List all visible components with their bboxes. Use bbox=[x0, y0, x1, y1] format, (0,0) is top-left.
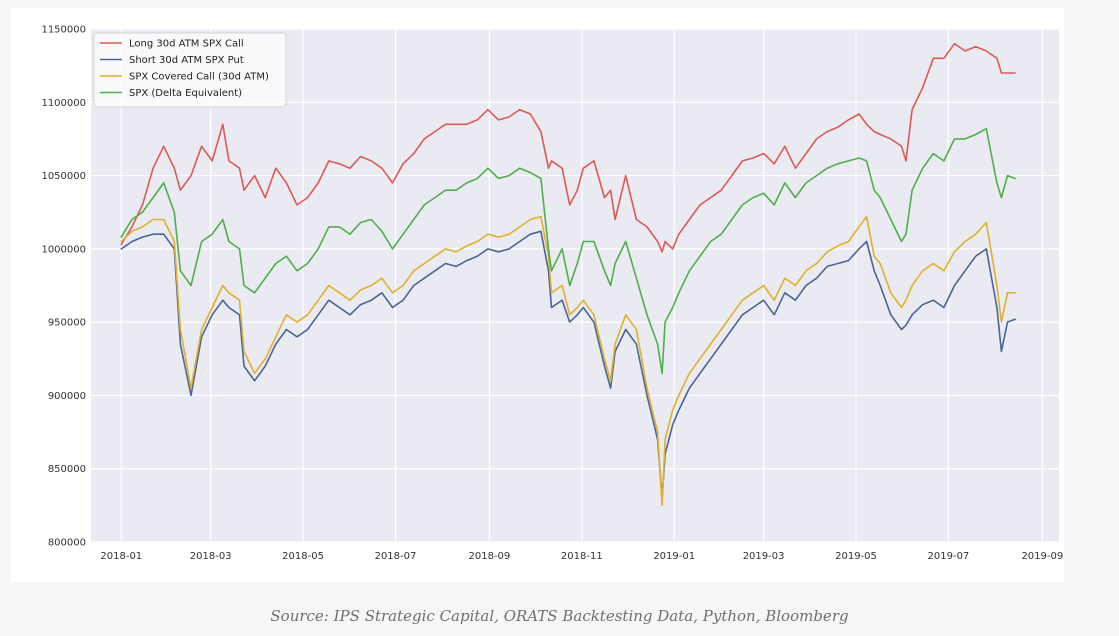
x-tick-label: 2019-07 bbox=[928, 551, 970, 562]
legend-label: Long 30d ATM SPX Call bbox=[129, 39, 244, 50]
series-lines bbox=[120, 42, 1016, 507]
x-tick-label: 2019-03 bbox=[743, 551, 785, 562]
x-tick-label: 2019-09 bbox=[1021, 551, 1063, 562]
series-line-spx-delta-equivalent bbox=[120, 127, 1016, 375]
legend: Long 30d ATM SPX Call Short 30d ATM SPX P… bbox=[93, 32, 287, 108]
x-tick-label: 2018-03 bbox=[190, 551, 232, 562]
series-line-spx-covered-call-30d-atm bbox=[120, 215, 1016, 507]
y-tick-label: 1050000 bbox=[41, 171, 86, 182]
x-tick-label: 2019-05 bbox=[835, 551, 877, 562]
y-tick-label: 850000 bbox=[48, 464, 86, 475]
grid-lines bbox=[91, 28, 1059, 543]
x-tick-label: 2019-01 bbox=[653, 551, 695, 562]
legend-box bbox=[93, 32, 287, 108]
legend-label: SPX (Delta Equivalent) bbox=[129, 88, 242, 99]
y-tick-label: 1150000 bbox=[41, 25, 86, 36]
y-tick-label: 1100000 bbox=[41, 98, 86, 109]
series-line-short-30d-atm-spx-put bbox=[120, 230, 1016, 499]
x-tick-label: 2018-07 bbox=[375, 551, 417, 562]
axis-tick-labels: 1150000 1100000 1050000 1000000 950000 900000… bbox=[41, 25, 1063, 563]
x-tick-label: 2018-01 bbox=[100, 551, 142, 562]
plot-area bbox=[91, 29, 1059, 542]
figure-card: 1150000 1100000 1050000 1000000 950000 900000… bbox=[11, 8, 1064, 582]
source-caption: Source: IPS Strategic Capital, ORATS Bac… bbox=[270, 607, 849, 625]
y-tick-label: 950000 bbox=[48, 318, 86, 329]
y-tick-label: 800000 bbox=[48, 538, 86, 549]
x-tick-label: 2018-11 bbox=[561, 551, 603, 562]
line-chart: 1150000 1100000 1050000 1000000 950000 900000… bbox=[41, 25, 1063, 563]
x-tick-label: 2018-09 bbox=[469, 551, 511, 562]
series-line-long-30d-atm-spx-call bbox=[120, 42, 1016, 253]
legend-label: Short 30d ATM SPX Put bbox=[129, 55, 244, 66]
y-tick-label: 900000 bbox=[48, 391, 86, 402]
x-tick-label: 2018-05 bbox=[282, 551, 324, 562]
legend-label: SPX Covered Call (30d ATM) bbox=[129, 72, 269, 83]
y-tick-label: 1000000 bbox=[41, 244, 86, 255]
